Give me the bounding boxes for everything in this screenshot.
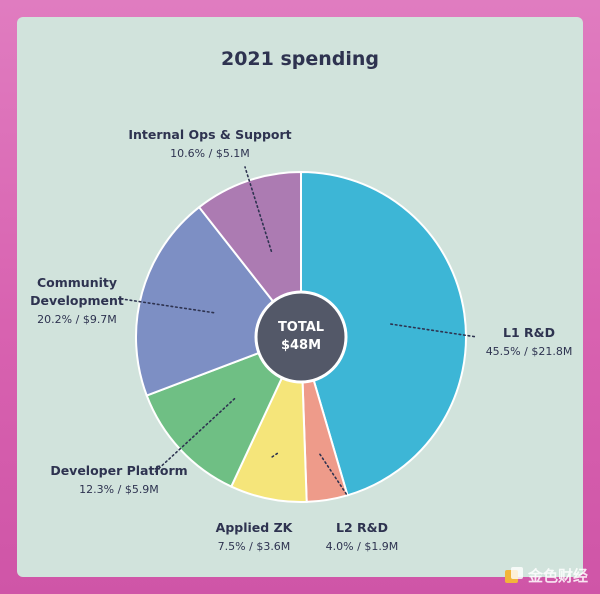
slice-label-name-4-1: Development [30,293,124,308]
slice-labels: L1 R&D 45.5% / $21.8M L2 R&D 4.0% / $1.9M Ap… [30,127,572,553]
slice-label-value-1: 4.0% / $1.9M [326,540,399,553]
slice-label-name-2-0: Applied ZK [216,520,294,535]
leader-line-0 [390,323,478,338]
slice-label-value-5: 10.6% / $5.1M [170,147,250,160]
slice-label-value-3: 12.3% / $5.9M [79,483,159,496]
slice-label-name-3-0: Developer Platform [50,463,187,478]
slice-label-value-2: 7.5% / $3.6M [218,540,291,553]
chart-title: 2021 spending [221,48,379,70]
center-hole [254,290,348,384]
leader-line-5 [244,166,273,253]
leader-lines [121,166,478,496]
pie-slice-5 [197,170,302,340]
cube-logo-icon [504,566,523,583]
pie-slice-0 [300,170,467,497]
watermark-text: 金色财经 [527,567,588,585]
slice-label-name-1-0: L2 R&D [336,520,388,535]
leader-line-3 [154,397,236,473]
leader-line-1 [319,453,348,496]
leader-line-4 [121,298,215,314]
slice-label-name-5-0: Internal Ops & Support [128,127,291,142]
leader-line-2 [271,452,279,458]
slice-label-value-4: 20.2% / $9.7M [37,313,117,326]
center-label-top: TOTAL [278,320,324,335]
chart: 2021 spending L1 R&D 45.5% / $21.8M L2 R&D… [30,48,572,553]
watermark: 金色财经 [504,565,588,586]
slice-label-name-4-0: Community [37,275,117,290]
slice-label-name-0-0: L1 R&D [503,325,555,340]
chart-card: 2021 spending L1 R&D 45.5% / $21.8M L2 R&D… [17,17,583,577]
center-label-bottom: $48M [281,338,321,353]
slice-label-value-0: 45.5% / $21.8M [486,345,573,358]
